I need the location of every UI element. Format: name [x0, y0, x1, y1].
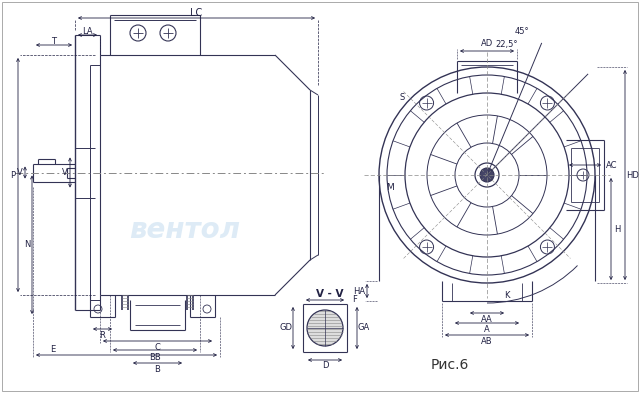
Text: V: V	[62, 168, 68, 177]
Text: H: H	[614, 224, 620, 233]
Text: A: A	[484, 325, 490, 334]
Text: F: F	[353, 296, 357, 305]
Text: C: C	[155, 343, 161, 353]
Text: 45°: 45°	[515, 28, 529, 37]
Text: HA: HA	[353, 286, 365, 296]
Text: 22,5°: 22,5°	[496, 40, 518, 50]
Text: GD: GD	[280, 323, 292, 332]
Circle shape	[480, 168, 494, 182]
Text: E: E	[51, 345, 56, 354]
Text: AD: AD	[481, 40, 493, 48]
Text: LA: LA	[82, 26, 93, 35]
Text: AB: AB	[481, 338, 493, 347]
Text: N: N	[24, 240, 30, 249]
Text: M: M	[386, 182, 394, 191]
Text: D: D	[322, 362, 328, 371]
Text: GA: GA	[358, 323, 370, 332]
Text: вентол: вентол	[129, 216, 241, 244]
Text: S: S	[399, 94, 404, 103]
Text: LC: LC	[190, 8, 203, 18]
Text: P: P	[10, 171, 15, 180]
Text: AC: AC	[606, 160, 618, 169]
Circle shape	[307, 310, 343, 346]
Text: R: R	[100, 331, 106, 340]
Text: V - V: V - V	[316, 289, 344, 299]
Text: B: B	[155, 365, 161, 375]
Text: K: K	[504, 292, 509, 301]
Text: AA: AA	[481, 316, 493, 325]
Text: T: T	[51, 37, 56, 46]
Text: Рис.6: Рис.6	[431, 358, 469, 372]
Text: HD: HD	[627, 171, 639, 180]
Text: BB: BB	[149, 353, 161, 362]
Text: V: V	[17, 168, 23, 177]
